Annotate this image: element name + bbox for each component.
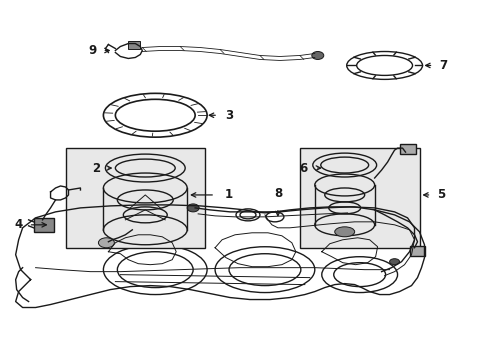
Ellipse shape [98,238,114,248]
Text: 4: 4 [14,218,22,231]
Ellipse shape [389,259,399,265]
Bar [408,246,425,256]
Ellipse shape [334,227,354,237]
Ellipse shape [311,51,323,59]
Text: 7: 7 [439,59,447,72]
Text: 5: 5 [437,188,445,202]
Bar [65,148,204,248]
Bar [299,148,419,248]
Text: 1: 1 [224,188,233,202]
Bar [128,41,140,49]
Text: 8: 8 [273,187,282,200]
Ellipse shape [187,204,199,212]
Text: 9: 9 [88,44,96,57]
Bar [399,144,415,154]
Text: 3: 3 [224,109,233,122]
Bar [34,218,53,232]
Text: 2: 2 [92,162,100,175]
Text: 6: 6 [299,162,307,175]
